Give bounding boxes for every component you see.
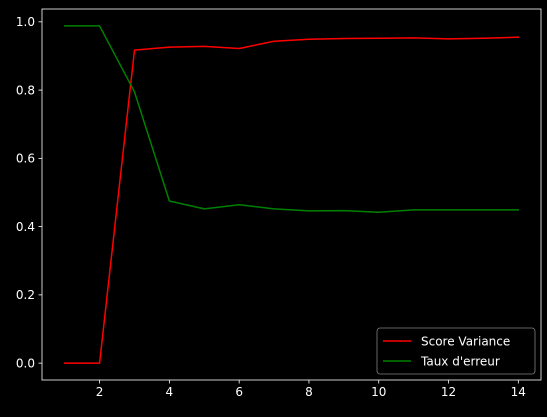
x-tick-label: 2 xyxy=(96,385,104,399)
legend-label: Score Variance xyxy=(421,334,510,348)
x-tick-label: 14 xyxy=(511,385,526,399)
y-tick-label: 0.8 xyxy=(16,83,35,97)
x-tick-label: 8 xyxy=(305,385,313,399)
y-tick-label: 0.2 xyxy=(16,288,35,302)
x-tick-label: 12 xyxy=(441,385,456,399)
axes-frame xyxy=(41,8,542,381)
series-layer xyxy=(63,25,520,364)
y-tick-label: 0.6 xyxy=(16,152,35,166)
y-tick-label: 0.4 xyxy=(16,220,35,234)
legend: Score Variance Taux d'erreur xyxy=(376,327,536,375)
legend-label: Taux d'erreur xyxy=(420,354,500,368)
y-tick-label: 0.0 xyxy=(16,356,35,370)
series-line-2 xyxy=(63,25,520,214)
x-tick-label: 4 xyxy=(166,385,174,399)
y-tick-label: 1.0 xyxy=(16,15,35,29)
legend-box xyxy=(376,327,536,375)
series-line-1 xyxy=(63,36,520,364)
y-axis: 0.0 0.2 0.4 0.6 0.8 1.0 xyxy=(16,15,42,370)
x-tick-label: 6 xyxy=(235,385,243,399)
x-tick-label: 10 xyxy=(371,385,386,399)
x-axis: 2 4 6 8 10 12 14 xyxy=(96,380,526,399)
